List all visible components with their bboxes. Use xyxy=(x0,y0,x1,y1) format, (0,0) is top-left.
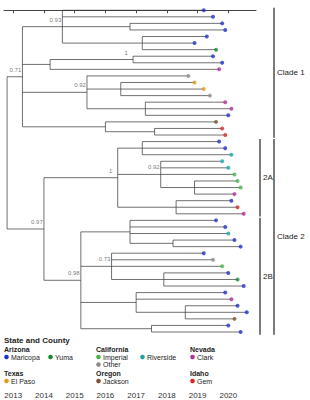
svg-text:1: 1 xyxy=(124,50,128,56)
svg-text:2017: 2017 xyxy=(127,391,145,400)
svg-text:0.98: 0.98 xyxy=(68,270,80,276)
svg-text:2015: 2015 xyxy=(66,391,84,400)
svg-text:2020: 2020 xyxy=(219,391,237,400)
svg-text:2014: 2014 xyxy=(35,391,53,400)
svg-text:Other: Other xyxy=(103,361,121,368)
svg-text:Texas: Texas xyxy=(4,370,23,377)
svg-text:Yuma: Yuma xyxy=(55,354,73,361)
svg-text:0.92: 0.92 xyxy=(148,164,160,170)
svg-text:Imperial: Imperial xyxy=(103,353,128,361)
svg-text:0.93: 0.93 xyxy=(50,17,62,23)
svg-text:1: 1 xyxy=(109,168,113,174)
svg-text:Nevada: Nevada xyxy=(190,346,215,353)
svg-text:Arizona: Arizona xyxy=(4,346,30,353)
svg-text:0.71: 0.71 xyxy=(10,67,22,73)
svg-text:Clade 2: Clade 2 xyxy=(277,232,305,241)
svg-text:State and County: State and County xyxy=(4,336,70,345)
svg-text:2A: 2A xyxy=(263,173,273,182)
svg-text:El Paso: El Paso xyxy=(11,378,35,385)
svg-text:Clark: Clark xyxy=(197,354,214,361)
svg-text:2019: 2019 xyxy=(189,391,207,400)
svg-text:2016: 2016 xyxy=(97,391,115,400)
svg-text:Oregon: Oregon xyxy=(96,370,121,378)
svg-text:2B: 2B xyxy=(263,272,273,281)
svg-text:2013: 2013 xyxy=(4,391,22,400)
svg-text:0.92: 0.92 xyxy=(74,82,86,88)
svg-text:0.73: 0.73 xyxy=(99,256,111,262)
svg-text:Clade 1: Clade 1 xyxy=(277,68,305,77)
svg-text:Gem: Gem xyxy=(197,378,212,385)
svg-text:2018: 2018 xyxy=(158,391,176,400)
svg-text:Maricopa: Maricopa xyxy=(11,354,40,362)
svg-text:California: California xyxy=(96,346,128,353)
svg-text:Riverside: Riverside xyxy=(147,354,176,361)
svg-text:Idaho: Idaho xyxy=(190,370,209,377)
svg-text:Jackson: Jackson xyxy=(103,378,129,385)
svg-text:0.97: 0.97 xyxy=(31,219,43,225)
